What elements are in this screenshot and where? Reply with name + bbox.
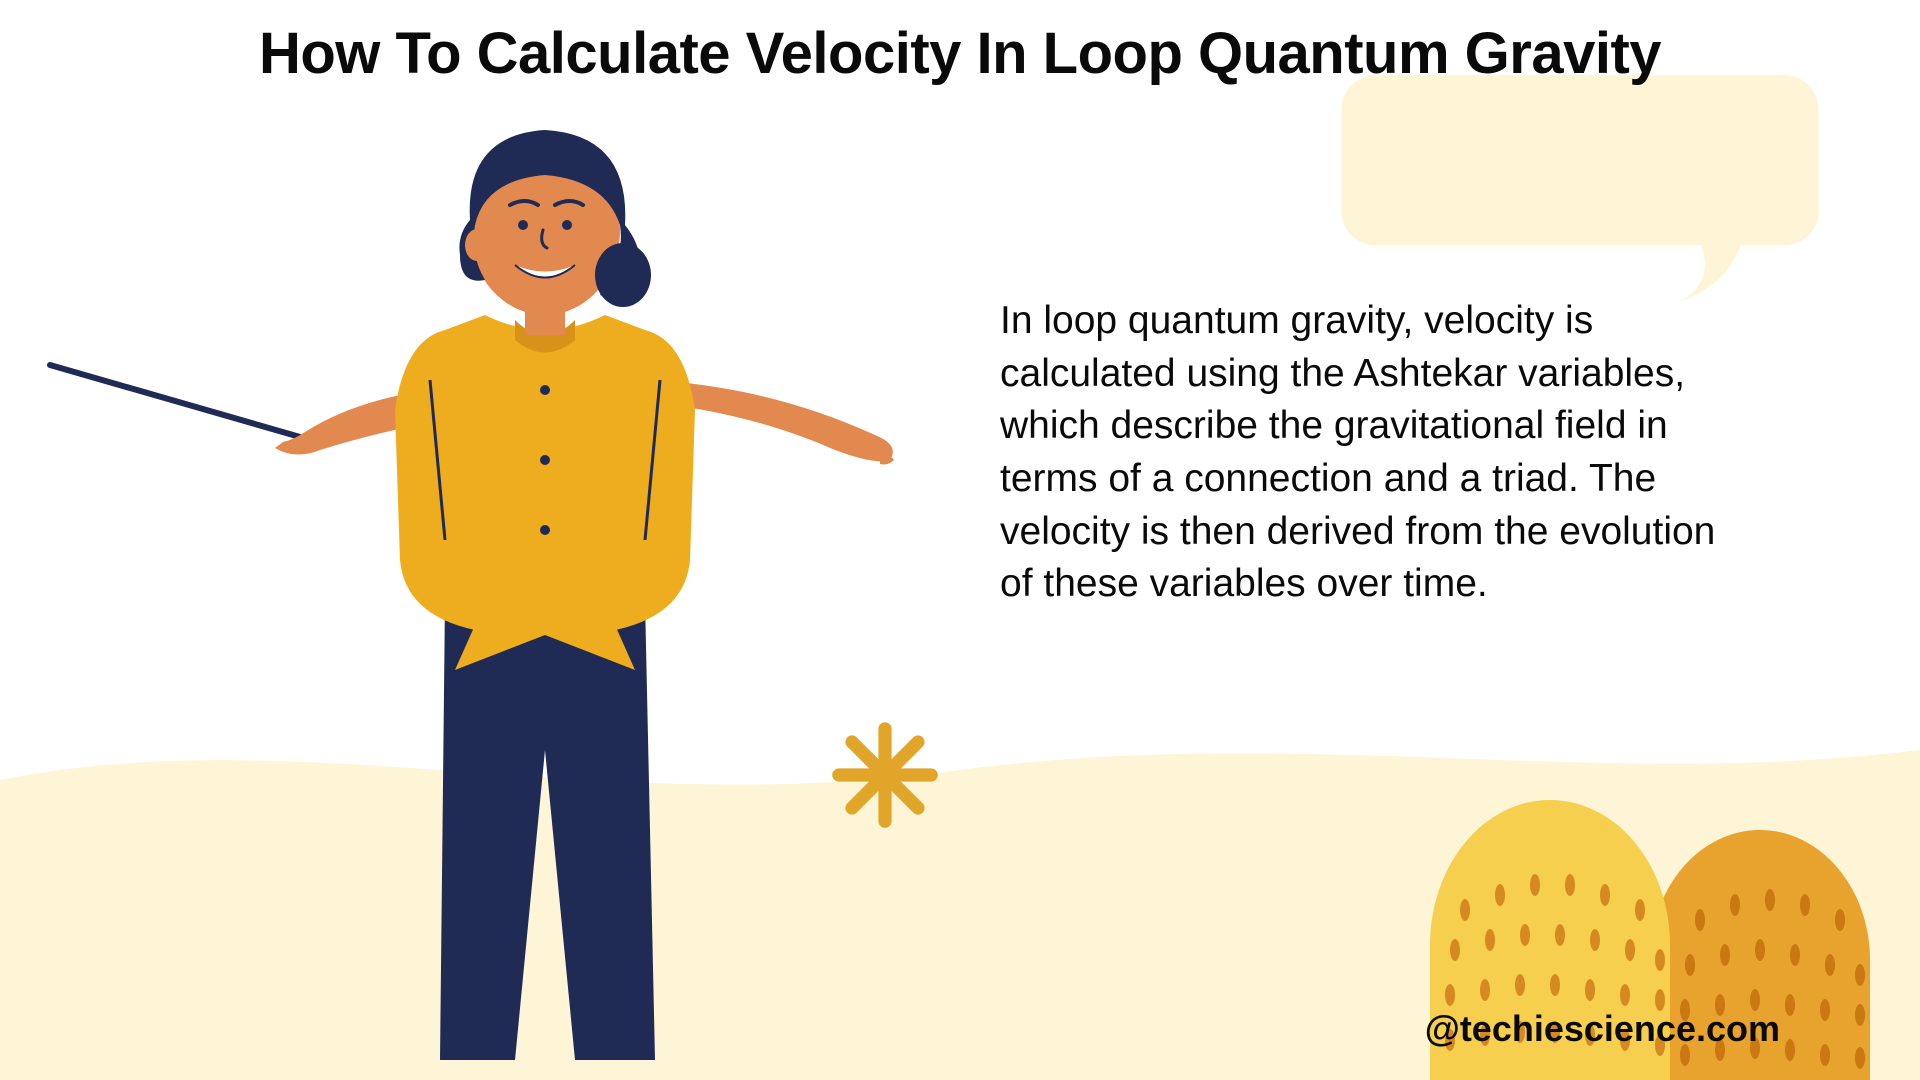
star-accent-icon: [830, 720, 940, 830]
speech-bubble: [1300, 75, 1860, 305]
explanation-text: In loop quantum gravity, velocity is cal…: [1000, 295, 1720, 611]
attribution-text: @techiescience.com: [1425, 1008, 1780, 1050]
teacher-illustration: [45, 130, 895, 1080]
page-title: How To Calculate Velocity In Loop Quantu…: [0, 20, 1920, 87]
